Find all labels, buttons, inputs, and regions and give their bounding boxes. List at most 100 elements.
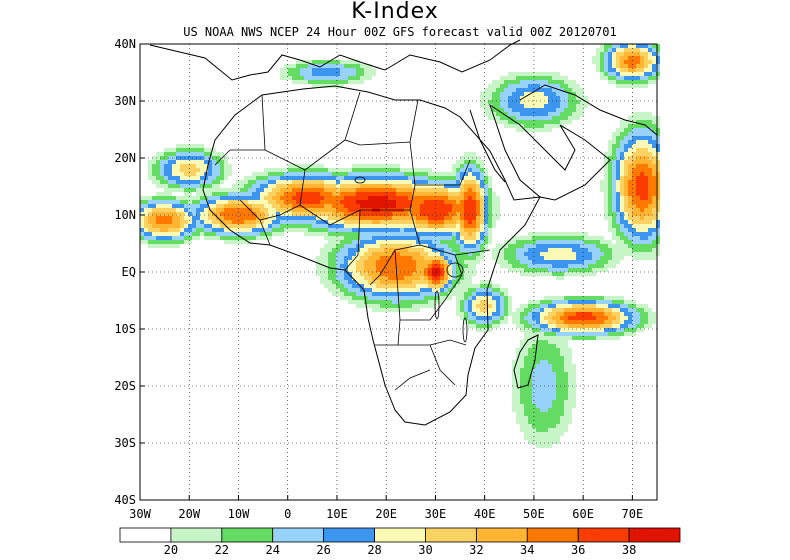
k-index-cell <box>608 204 612 208</box>
k-index-cell <box>428 280 432 284</box>
k-index-cell <box>240 184 244 188</box>
k-index-cell <box>428 296 432 300</box>
k-index-cell <box>560 348 564 352</box>
k-index-cell <box>404 260 408 264</box>
k-index-cell <box>560 116 564 120</box>
k-index-cell <box>164 148 168 152</box>
k-index-cell <box>612 168 616 172</box>
k-index-cell <box>516 352 520 356</box>
k-index-cell <box>628 216 632 220</box>
k-index-cell <box>528 428 532 432</box>
k-index-cell <box>196 208 200 212</box>
k-index-cell <box>296 76 300 80</box>
k-index-cell <box>312 204 316 208</box>
k-index-cell <box>172 180 176 184</box>
k-index-cell <box>628 140 632 144</box>
k-index-cell <box>404 184 408 188</box>
k-index-cell <box>448 248 452 252</box>
k-index-cell <box>468 288 472 292</box>
k-index-cell <box>284 212 288 216</box>
k-index-cell <box>632 168 636 172</box>
k-index-cell <box>480 192 484 196</box>
k-index-cell <box>560 236 564 240</box>
k-index-cell <box>388 292 392 296</box>
k-index-cell <box>568 384 572 388</box>
k-index-cell <box>300 72 304 76</box>
k-index-cell <box>532 368 536 372</box>
k-index-cell <box>372 212 376 216</box>
k-index-cell <box>304 180 308 184</box>
k-index-cell <box>532 364 536 368</box>
k-index-cell <box>432 300 436 304</box>
k-index-cell <box>156 212 160 216</box>
k-index-cell <box>620 80 624 84</box>
k-index-cell <box>544 348 548 352</box>
k-index-cell <box>408 220 412 224</box>
k-index-cell <box>576 260 580 264</box>
k-index-cell <box>416 244 420 248</box>
k-index-cell <box>568 248 572 252</box>
k-index-cell <box>532 108 536 112</box>
k-index-cell <box>384 204 388 208</box>
k-index-cell <box>424 200 428 204</box>
k-index-cell <box>624 176 628 180</box>
k-index-cell <box>476 316 480 320</box>
k-index-cell <box>168 152 172 156</box>
k-index-cell <box>608 308 612 312</box>
k-index-cell <box>172 236 176 240</box>
k-index-cell <box>564 372 568 376</box>
k-index-cell <box>336 288 340 292</box>
k-index-cell <box>264 236 268 240</box>
k-index-cell <box>576 308 580 312</box>
k-index-cell <box>616 244 620 248</box>
k-index-cell <box>364 172 368 176</box>
k-index-cell <box>604 320 608 324</box>
k-index-cell <box>604 204 608 208</box>
k-index-cell <box>516 84 520 88</box>
k-index-cell <box>408 200 412 204</box>
k-index-cell <box>324 64 328 68</box>
k-index-cell <box>372 180 376 184</box>
k-index-cell <box>408 272 412 276</box>
k-index-cell <box>640 48 644 52</box>
k-index-cell <box>356 188 360 192</box>
k-index-cell <box>624 188 628 192</box>
k-index-cell <box>448 200 452 204</box>
k-index-cell <box>592 320 596 324</box>
k-index-cell <box>440 172 444 176</box>
k-index-cell <box>640 152 644 156</box>
k-index-cell <box>480 304 484 308</box>
k-index-cell <box>572 404 576 408</box>
k-index-cell <box>620 164 624 168</box>
k-index-cell <box>560 84 564 88</box>
k-index-cell <box>200 188 204 192</box>
k-index-cell <box>312 76 316 80</box>
k-index-cell <box>604 200 608 204</box>
k-index-cell <box>340 292 344 296</box>
k-index-cell <box>640 172 644 176</box>
k-index-cell <box>204 156 208 160</box>
k-index-cell <box>508 104 512 108</box>
k-index-cell <box>316 256 320 260</box>
k-index-cell <box>628 124 632 128</box>
k-index-cell <box>396 280 400 284</box>
k-index-cell <box>304 228 308 232</box>
k-index-cell <box>544 100 548 104</box>
k-index-cell <box>440 252 444 256</box>
k-index-cell <box>392 224 396 228</box>
k-index-cell <box>560 340 564 344</box>
k-index-cell <box>484 280 488 284</box>
k-index-cell <box>560 92 564 96</box>
k-index-cell <box>540 236 544 240</box>
k-index-cell <box>544 252 548 256</box>
k-index-cell <box>244 228 248 232</box>
k-index-cell <box>532 436 536 440</box>
k-index-cell <box>336 272 340 276</box>
k-index-cell <box>484 296 488 300</box>
k-index-cell <box>616 140 620 144</box>
k-index-cell <box>428 292 432 296</box>
k-index-cell <box>616 84 620 88</box>
k-index-cell <box>512 364 516 368</box>
k-index-cell <box>652 204 656 208</box>
